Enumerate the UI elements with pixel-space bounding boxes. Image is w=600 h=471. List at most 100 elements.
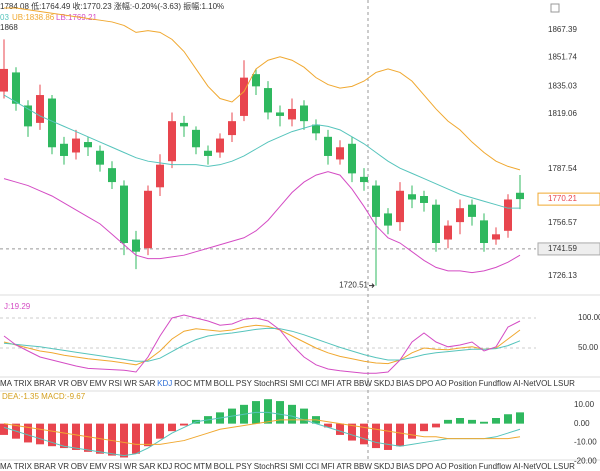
indicator-tab[interactable]: SKDJ: [373, 379, 395, 388]
candle-body: [108, 168, 116, 183]
indicator-tab[interactable]: BRAR: [33, 379, 57, 388]
candle-body: [228, 121, 236, 136]
candle-body: [12, 72, 20, 104]
indicator-line: [3, 411, 521, 457]
indicator-tab[interactable]: WR: [123, 379, 138, 388]
indicator-tab[interactable]: MFI: [320, 379, 335, 388]
indicator-tab[interactable]: Position: [448, 462, 477, 471]
candle-body: [408, 194, 416, 200]
indicator-tab[interactable]: MA: [0, 379, 12, 388]
indicator-line: [4, 7, 521, 171]
boll-mid: 03: [0, 13, 9, 22]
indicator-tab[interactable]: CCI: [305, 462, 320, 471]
indicator-tab[interactable]: ROC: [174, 462, 192, 471]
indicator-tab[interactable]: OBV: [70, 379, 88, 388]
indicator-tab[interactable]: DPO: [416, 379, 434, 388]
indicator-tab[interactable]: MTM: [193, 379, 212, 388]
indicator-tab[interactable]: PSY: [235, 462, 252, 471]
settings-icon[interactable]: [550, 3, 560, 13]
indicator-line: [3, 327, 521, 362]
indicator-tab[interactable]: Fundflow: [478, 462, 512, 471]
macd-bar: [348, 423, 356, 441]
indicator-line: [3, 314, 521, 374]
candle-body: [468, 204, 476, 217]
quote: 1784.08 低:1764.49 收:1770.23 涨幅:-0.20%(-3…: [0, 1, 224, 11]
candle-body: [504, 199, 512, 231]
indicator-tab[interactable]: BOLL: [213, 462, 235, 471]
indicator-tab[interactable]: ROC: [174, 379, 192, 388]
macd-bar: [384, 423, 392, 450]
candle-body: [384, 213, 392, 226]
macd-bar: [396, 423, 404, 447]
indicator-tab[interactable]: LSUR: [553, 462, 575, 471]
indicator-tab[interactable]: RSI: [108, 379, 122, 388]
indicator-tab[interactable]: Fundflow: [478, 379, 512, 388]
candle-body: [348, 143, 356, 174]
y-tick-label: 1867.39: [548, 25, 577, 34]
candle-body: [120, 185, 128, 244]
indicator-tab[interactable]: StochRSI: [253, 462, 288, 471]
indicator-tab[interactable]: MA: [0, 462, 12, 471]
macd-bar: [432, 423, 440, 428]
macd-bar: [132, 423, 140, 454]
candle-body: [456, 208, 464, 223]
indicator-tab[interactable]: AO: [435, 462, 447, 471]
indicator-tab[interactable]: AO: [435, 379, 447, 388]
indicator-tab[interactable]: AI-NetVOL: [513, 462, 552, 471]
indicator-tab[interactable]: RSI: [108, 462, 122, 471]
candle-body: [96, 150, 104, 165]
indicator-tab[interactable]: Position: [448, 379, 477, 388]
indicator-tab[interactable]: TRIX: [13, 379, 33, 388]
indicator-tab[interactable]: ATR: [336, 462, 352, 471]
indicator-tab[interactable]: CCI: [305, 379, 320, 388]
macd-bar: [108, 423, 116, 456]
y-tick-label: 100.00: [578, 313, 600, 322]
indicator-tab[interactable]: OBV: [70, 462, 88, 471]
indicator-tab[interactable]: LSUR: [553, 379, 575, 388]
candle-body: [288, 108, 296, 120]
macd-bar: [156, 423, 164, 439]
indicator-tab[interactable]: KDJ: [157, 462, 173, 471]
indicator-tab[interactable]: SAR: [138, 462, 156, 471]
macd-bar: [324, 423, 332, 428]
indicator-tab[interactable]: MTM: [193, 462, 212, 471]
indicator-tab[interactable]: VR: [57, 379, 69, 388]
indicator-tab[interactable]: SMI: [289, 462, 304, 471]
indicator-line: [3, 171, 521, 274]
indicator-tab[interactable]: WR: [123, 462, 138, 471]
indicator-tab[interactable]: BBW: [353, 379, 372, 388]
indicator-tab[interactable]: BRAR: [33, 462, 57, 471]
panel-title: J:19.29: [4, 302, 31, 311]
macd-bar: [480, 421, 488, 424]
indicator-tab[interactable]: BIAS: [396, 462, 415, 471]
candle-body: [192, 129, 200, 148]
indicator-tab[interactable]: KDJ: [157, 379, 173, 388]
y-tick-label: 1756.57: [548, 218, 577, 227]
macd-bar: [444, 419, 452, 424]
candle-body: [216, 138, 224, 153]
indicator-tab[interactable]: PSY: [235, 379, 252, 388]
candle-body: [0, 68, 8, 92]
candle-body: [312, 124, 320, 134]
indicator-tab[interactable]: MFI: [320, 462, 335, 471]
indicator-tab[interactable]: StochRSI: [253, 379, 288, 388]
low-arrow: [369, 283, 375, 288]
indicator-tab[interactable]: BOLL: [213, 379, 235, 388]
crosshair-price: 1741.59: [548, 244, 577, 253]
indicator-tab[interactable]: SKDJ: [373, 462, 395, 471]
indicator-tab[interactable]: ATR: [336, 379, 352, 388]
candle-body: [84, 142, 92, 148]
indicator-tab[interactable]: BIAS: [396, 379, 415, 388]
indicator-tab[interactable]: SAR: [138, 379, 156, 388]
y-tick-label: 1835.03: [548, 81, 577, 90]
indicator-tab[interactable]: EMV: [89, 462, 107, 471]
indicator-tab[interactable]: SMI: [289, 379, 304, 388]
indicator-tab[interactable]: BBW: [353, 462, 372, 471]
indicator-tab[interactable]: VR: [57, 462, 69, 471]
indicator-tab[interactable]: TRIX: [13, 462, 33, 471]
indicator-tab[interactable]: EMV: [89, 379, 107, 388]
indicator-tab[interactable]: DPO: [416, 462, 434, 471]
indicator-tab[interactable]: AI-NetVOL: [513, 379, 552, 388]
indicator-line: [3, 324, 521, 366]
